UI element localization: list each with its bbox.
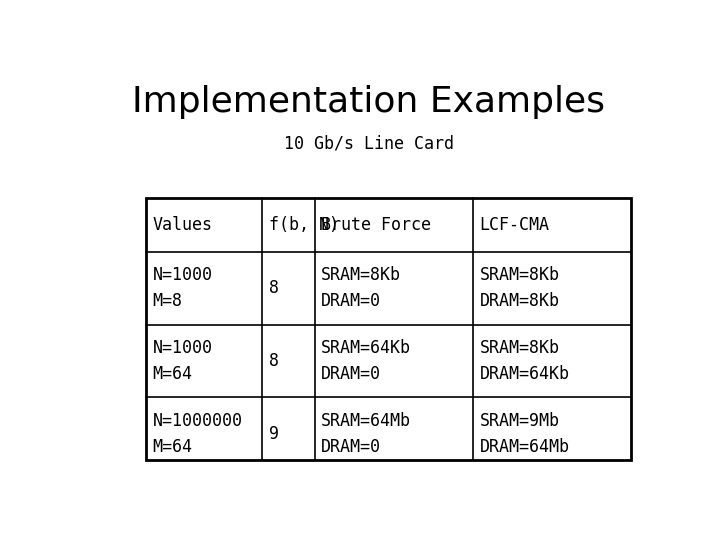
Text: 8: 8 [269,352,279,370]
Text: SRAM=64Kb
DRAM=0: SRAM=64Kb DRAM=0 [321,339,411,383]
Text: N=1000
M=64: N=1000 M=64 [153,339,212,383]
Text: 10 Gb/s Line Card: 10 Gb/s Line Card [284,135,454,153]
Text: SRAM=64Mb
DRAM=0: SRAM=64Mb DRAM=0 [321,411,411,456]
Text: Values: Values [153,216,212,234]
Text: f(b, N): f(b, N) [269,216,338,234]
Text: SRAM=8Kb
DRAM=64Kb: SRAM=8Kb DRAM=64Kb [480,339,570,383]
Text: SRAM=8Kb
DRAM=0: SRAM=8Kb DRAM=0 [321,266,401,310]
Text: Implementation Examples: Implementation Examples [132,85,606,119]
Bar [145,198,631,460]
Text: N=1000
M=8: N=1000 M=8 [153,266,212,310]
Text: Brute Force: Brute Force [321,216,431,234]
Text: SRAM=8Kb
DRAM=8Kb: SRAM=8Kb DRAM=8Kb [480,266,559,310]
Text: LCF-CMA: LCF-CMA [480,216,549,234]
Text: N=1000000
M=64: N=1000000 M=64 [153,411,243,456]
Text: 9: 9 [269,425,279,443]
Text: 8: 8 [269,279,279,298]
Text: SRAM=9Mb
DRAM=64Mb: SRAM=9Mb DRAM=64Mb [480,411,570,456]
